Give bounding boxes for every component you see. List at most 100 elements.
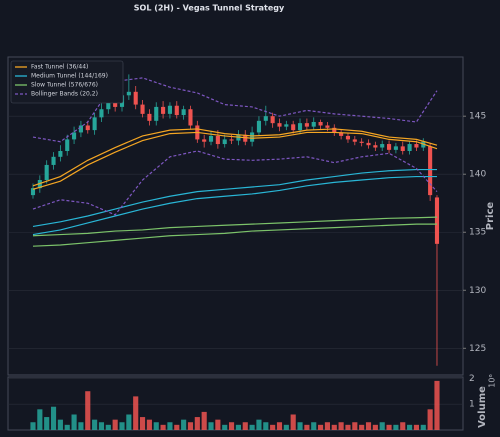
candle-body xyxy=(366,142,371,146)
volume-bar xyxy=(64,424,70,430)
volume-bar xyxy=(420,424,426,430)
candle-body xyxy=(250,132,255,142)
candle-body xyxy=(393,146,398,150)
candle-body xyxy=(352,139,357,142)
candle-body xyxy=(284,124,289,127)
volume-bar xyxy=(270,424,276,430)
volume-bar xyxy=(434,380,440,430)
y-tick-label: 135 xyxy=(469,228,486,238)
candle-body xyxy=(345,135,351,140)
candle-body xyxy=(126,91,131,96)
legend-box xyxy=(10,60,124,104)
volume-bar xyxy=(413,424,420,430)
indicator-line xyxy=(32,128,438,187)
chart-title: SOL (2H) - Vegas Tunnel Strategy xyxy=(134,4,285,13)
volume-bar xyxy=(153,422,159,430)
volume-bar xyxy=(331,424,337,430)
candle-body xyxy=(181,109,186,116)
candle-body xyxy=(215,135,220,145)
volume-bar xyxy=(222,424,228,430)
candle-body xyxy=(332,127,337,133)
volume-bar xyxy=(242,422,248,430)
volume-bar xyxy=(235,424,241,430)
volume-bar xyxy=(71,414,77,430)
volume-bar xyxy=(37,409,43,430)
indicator-line xyxy=(32,223,437,247)
volume-bar xyxy=(139,417,146,430)
volume-bar xyxy=(98,422,105,430)
candle-body xyxy=(318,121,323,126)
volume-bar xyxy=(276,422,283,430)
candle-body xyxy=(58,151,63,157)
candle-body xyxy=(99,109,104,118)
y-tick-label: 130 xyxy=(469,286,486,296)
volume-bar xyxy=(372,424,378,430)
volume-bar xyxy=(187,422,194,430)
volume-bar xyxy=(201,411,207,430)
candle-body xyxy=(154,106,159,121)
candle-body xyxy=(414,144,419,148)
volume-tick-label: 1 xyxy=(469,400,475,410)
candle-body xyxy=(256,120,262,133)
legend-label: Bollinger Bands (20,2) xyxy=(31,91,98,98)
candle-body xyxy=(51,156,56,165)
candle-body xyxy=(167,105,172,114)
candle-body xyxy=(434,197,440,244)
volume-bar xyxy=(133,396,139,430)
candle-body xyxy=(174,105,179,116)
volume-bar xyxy=(379,422,385,430)
volume-bar xyxy=(304,424,310,430)
volume-bar xyxy=(174,424,180,430)
candle-body xyxy=(291,124,296,131)
volume-bar xyxy=(256,419,262,430)
legend-label: Medium Tunnel (144/169) xyxy=(31,73,108,80)
volume-bar xyxy=(297,422,303,430)
volume-bar xyxy=(167,422,173,430)
candle-body xyxy=(339,132,344,136)
candle-body xyxy=(92,117,97,131)
volume-bar xyxy=(57,419,63,430)
candle-body xyxy=(85,125,90,131)
volume-bar xyxy=(215,419,221,430)
volume-offset-label: 10⁶ xyxy=(488,374,497,387)
indicator-line xyxy=(32,175,437,236)
candle-body xyxy=(386,144,392,150)
price-frame xyxy=(7,56,464,376)
volume-bar xyxy=(393,424,399,430)
volume-bar xyxy=(386,424,392,430)
indicator-line xyxy=(32,150,438,216)
volume-bar xyxy=(160,424,166,430)
volume-bar xyxy=(194,417,200,430)
volume-bar xyxy=(318,424,324,430)
volume-bar xyxy=(181,419,187,430)
candle-body xyxy=(44,164,49,181)
candle-body xyxy=(311,121,316,127)
volume-bar xyxy=(105,424,111,430)
candle-body xyxy=(188,109,193,126)
volume-bar xyxy=(126,414,132,430)
candle-body xyxy=(161,106,166,114)
candle-body xyxy=(229,139,234,141)
y-tick-label: 145 xyxy=(469,112,486,122)
volume-bar xyxy=(119,422,125,430)
candle-body xyxy=(222,139,227,145)
y-tick-label: 140 xyxy=(469,170,486,180)
volume-bar xyxy=(50,406,57,430)
volume-bar xyxy=(352,422,358,430)
volume-bar xyxy=(311,422,317,430)
volume-bar xyxy=(249,424,255,430)
candle-body xyxy=(407,144,412,152)
legend-label: Slow Tunnel (576/676) xyxy=(31,82,98,89)
volume-tick-label: 2 xyxy=(469,374,475,384)
candle-body xyxy=(277,123,282,127)
candle-body xyxy=(72,132,77,140)
volume-bar xyxy=(78,422,84,430)
volume-bar xyxy=(290,414,296,430)
volume-bar xyxy=(146,419,152,430)
candle-body xyxy=(304,123,309,127)
candle-body xyxy=(78,125,83,133)
volume-frame xyxy=(7,376,464,431)
volume-bar xyxy=(345,424,351,430)
volume-bar xyxy=(44,417,50,430)
candle-body xyxy=(147,113,152,121)
